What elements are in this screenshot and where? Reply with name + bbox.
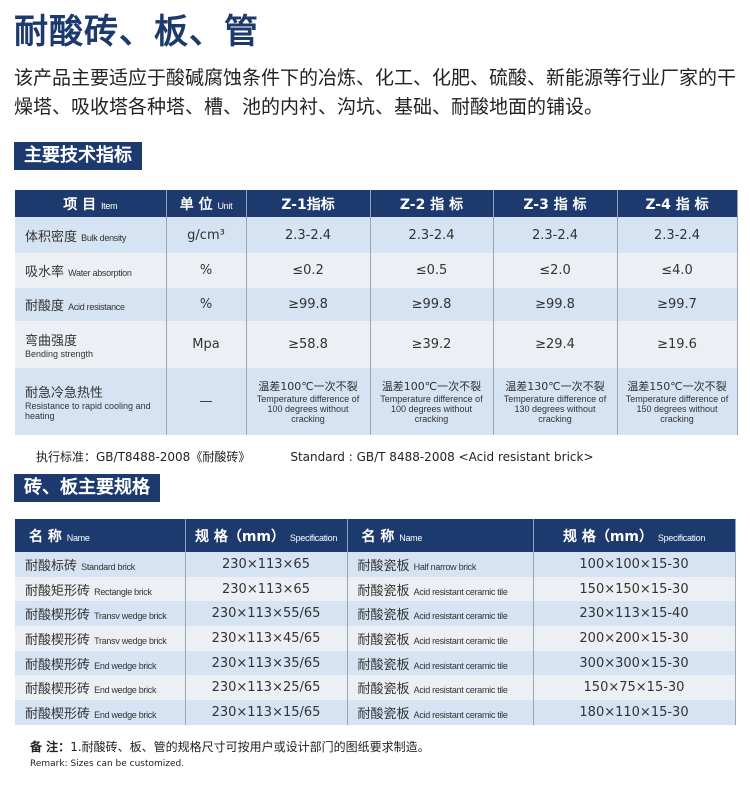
spec-cell: 230×113×55/65 <box>185 601 348 627</box>
value-cell: 温差100℃一次不裂 Temperature difference of 100 … <box>370 368 494 435</box>
product-description: 该产品主要适应于酸碱腐蚀条件下的冶炼、化工、化肥、硫酸、新能源等行业厂家的干燥塔… <box>14 67 737 118</box>
name-cell: 耐酸楔形砖 Transv wedge brick <box>15 626 186 651</box>
item-cell: 吸水率 Water absorption <box>15 253 167 288</box>
spec-cell: 150×150×15-30 <box>533 576 736 602</box>
table-row: 体积密度 Bulk density g/cm³ 2.3-2.4 2.3-2.4 2.3-… <box>15 217 738 253</box>
name-cell: 耐酸楔形砖 End wedge brick <box>15 700 186 725</box>
name-cell: 耐酸楔形砖 End wedge brick <box>15 650 186 676</box>
spec-cell: 230×113×35/65 <box>185 650 348 676</box>
table-row: 弯曲强度 Bending strength Mpa ≥58.8 ≥39.2 ≥29.4 ≥1… <box>15 321 738 368</box>
unit-cell: % <box>166 253 247 288</box>
value-cell: ≤0.2 <box>246 253 371 288</box>
value-cell: ≥19.6 <box>617 321 738 368</box>
item-cell: 体积密度 Bulk density <box>15 217 167 253</box>
table-row: 耐酸楔形砖 Transv wedge brick 230×113×45/65 耐酸瓷… <box>15 626 736 651</box>
name-cell: 耐酸瓷板 Acid resistant ceramic tile <box>347 675 534 701</box>
table-row: 耐酸度 Acid resistance% ≥99.8 ≥99.8 ≥99.8 ≥99.7 <box>15 288 738 321</box>
column-header: 单 位 Unit <box>166 190 247 217</box>
column-header: 项 目 Item <box>15 190 167 217</box>
value-cell: ≤0.5 <box>370 253 494 288</box>
name-cell: 耐酸标砖 Standard brick <box>15 552 186 577</box>
spec-cell: 180×110×15-30 <box>533 700 736 725</box>
value-cell: 温差130℃一次不裂 Temperature difference of 130 … <box>493 368 618 435</box>
unit-cell: g/cm³ <box>166 217 247 253</box>
spec-cell: 300×300×15-30 <box>533 650 736 676</box>
name-cell: 耐酸楔形砖 End wedge brick <box>15 675 186 701</box>
column-header: 规 格（mm） Specification <box>185 519 348 552</box>
spec-cell: 230×113×45/65 <box>185 626 348 651</box>
value-cell: 2.3-2.4 <box>617 217 738 253</box>
remark-en: Remark: Sizes can be customized. <box>30 758 185 769</box>
value-cell: ≤4.0 <box>617 253 738 288</box>
value-cell: 温差100℃一次不裂 Temperature difference of 100 … <box>246 368 371 435</box>
item-cell: 耐急冷急热性 Resistance to rapid cooling and he… <box>15 368 167 435</box>
value-cell: 2.3-2.4 <box>493 217 618 253</box>
name-cell: 耐酸瓷板 Half narrow brick <box>347 552 534 577</box>
name-cell: 耐酸瓷板 Acid resistant ceramic tile <box>347 601 534 627</box>
column-header: 规 格（mm） Specification <box>533 519 736 552</box>
spec-cell: 230×113×15-40 <box>533 601 736 627</box>
table-row: 耐酸楔形砖 End wedge brick 230×113×15/65 耐酸瓷板 A… <box>15 700 736 725</box>
value-cell: ≥29.4 <box>493 321 618 368</box>
section-heading-tech: 主要技术指标 <box>14 142 142 170</box>
value-cell: 2.3-2.4 <box>246 217 371 253</box>
remark-text: 1.耐酸砖、板、管的规格尺寸可按用户或设计部门的图纸要求制造。 <box>70 739 430 754</box>
unit-cell: Mpa <box>166 321 247 368</box>
tech-spec-table: 项 目 Item 单 位 Unit Z-1指标 Z-2 指 标 Z-3 指 标 Z-… <box>15 190 738 435</box>
column-header: 名 称 Name <box>15 519 186 552</box>
standard-line: 执行标准：GB/T8488-2008《耐酸砖》 Standard : GB/T … <box>36 449 750 465</box>
name-cell: 耐酸矩形砖 Rectangle brick <box>15 576 186 602</box>
remark-label: 备 注： <box>30 739 71 754</box>
name-cell: 耐酸瓷板 Acid resistant ceramic tile <box>347 700 534 725</box>
table-row: 耐酸矩形砖 Rectangle brick 230×113×65 耐酸瓷板 Acid… <box>15 576 736 602</box>
standard-en: Standard : GB/T 8488-2008 <Acid resistan… <box>290 450 594 464</box>
item-cell: 耐酸度 Acid resistance <box>15 288 167 321</box>
column-header: Z-3 指 标 <box>493 190 618 217</box>
page-title: 耐酸砖、板、管 <box>14 12 259 52</box>
standard-cn: 执行标准：GB/T8488-2008《耐酸砖》 <box>36 450 251 464</box>
unit-cell: % <box>166 288 247 321</box>
value-cell: ≤2.0 <box>493 253 618 288</box>
column-header: Z-2 指 标 <box>370 190 494 217</box>
spec-cell: 230×113×65 <box>185 552 348 577</box>
spec-cell: 230×113×15/65 <box>185 700 348 725</box>
value-cell: ≥39.2 <box>370 321 494 368</box>
spec-cell: 200×200×15-30 <box>533 626 736 651</box>
name-cell: 耐酸瓷板 Acid resistant ceramic tile <box>347 650 534 676</box>
table-row: 耐酸楔形砖 End wedge brick 230×113×25/65 耐酸瓷板 A… <box>15 675 736 701</box>
size-spec-table: 名 称 Name 规 格（mm） Specification 名 称 Name 规 格… <box>15 519 736 725</box>
value-cell: ≥58.8 <box>246 321 371 368</box>
table-row: 耐酸楔形砖 End wedge brick 230×113×35/65 耐酸瓷板 A… <box>15 650 736 676</box>
remark-cn: 备 注：1.耐酸砖、板、管的规格尺寸可按用户或设计部门的图纸要求制造。 <box>30 739 750 756</box>
table-row: 耐酸标砖 Standard brick 230×113×65 耐酸瓷板 Half n… <box>15 552 736 577</box>
value-cell: 温差150℃一次不裂 Temperature difference of 150 … <box>617 368 738 435</box>
spec-cell: 230×113×65 <box>185 576 348 602</box>
column-header: Z-1指标 <box>246 190 371 217</box>
name-cell: 耐酸瓷板 Acid resistant ceramic tile <box>347 626 534 651</box>
table-row: 吸水率 Water absorption% ≤0.2 ≤0.5 ≤2.0 ≤4.0 <box>15 253 738 288</box>
table-row: 耐急冷急热性 Resistance to rapid cooling and he… <box>15 368 738 435</box>
value-cell: ≥99.8 <box>493 288 618 321</box>
column-header: 名 称 Name <box>347 519 534 552</box>
section-heading-spec: 砖、板主要规格 <box>14 474 160 502</box>
value-cell: ≥99.8 <box>370 288 494 321</box>
value-cell: ≥99.7 <box>617 288 738 321</box>
column-header: Z-4 指 标 <box>617 190 738 217</box>
value-cell: 2.3-2.4 <box>370 217 494 253</box>
name-cell: 耐酸楔形砖 Transv wedge brick <box>15 601 186 627</box>
spec-cell: 150×75×15-30 <box>533 675 736 701</box>
unit-cell: — <box>166 368 247 435</box>
value-cell: ≥99.8 <box>246 288 371 321</box>
item-cell: 弯曲强度 Bending strength <box>15 321 167 368</box>
name-cell: 耐酸瓷板 Acid resistant ceramic tile <box>347 576 534 602</box>
table-row: 耐酸楔形砖 Transv wedge brick 230×113×55/65 耐酸瓷… <box>15 601 736 627</box>
spec-cell: 100×100×15-30 <box>533 552 736 577</box>
spec-cell: 230×113×25/65 <box>185 675 348 701</box>
